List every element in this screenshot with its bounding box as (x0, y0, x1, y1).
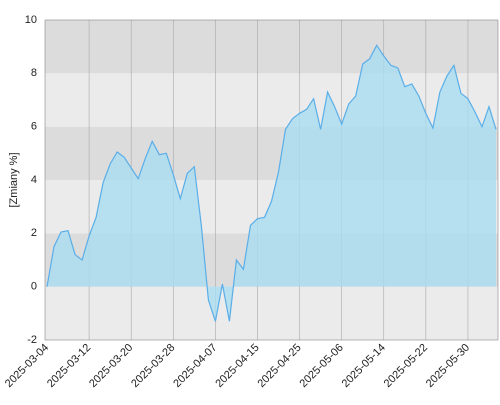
y-tick-label: 2 (31, 227, 37, 239)
area (47, 45, 496, 322)
x-tick-label: 2025-03-12 (45, 342, 93, 390)
y-tick-label: 4 (31, 174, 37, 186)
x-tick-label: 2025-04-07 (171, 342, 219, 390)
y-tick-label: 0 (31, 281, 37, 293)
line (46, 44, 497, 322)
y-axis-label: [Zmiany %] (8, 152, 20, 207)
x-tick-label: 2025-03-20 (87, 342, 135, 390)
x-tick-label: 2025-05-30 (424, 342, 472, 390)
y-tick-label: 6 (31, 121, 37, 133)
x-tick-label: 2025-04-15 (213, 342, 261, 390)
grid-band (45, 286, 498, 340)
x-tick-label: 2025-03-04 (3, 342, 51, 390)
y-tick-label: -2 (27, 334, 37, 346)
x-tick-label: 2025-05-22 (382, 342, 430, 390)
x-tick-label: 2025-03-28 (129, 342, 177, 390)
y-tick-label: 8 (31, 67, 37, 79)
y-tick-label: 10 (25, 14, 37, 26)
grid-band (45, 73, 498, 127)
x-tick-label: 2025-05-14 (340, 342, 388, 390)
grid-band (45, 20, 498, 74)
x-tick-label: 2025-05-06 (298, 342, 346, 390)
x-tick-label: 2025-04-25 (255, 342, 303, 390)
plot-frame (44, 19, 499, 341)
